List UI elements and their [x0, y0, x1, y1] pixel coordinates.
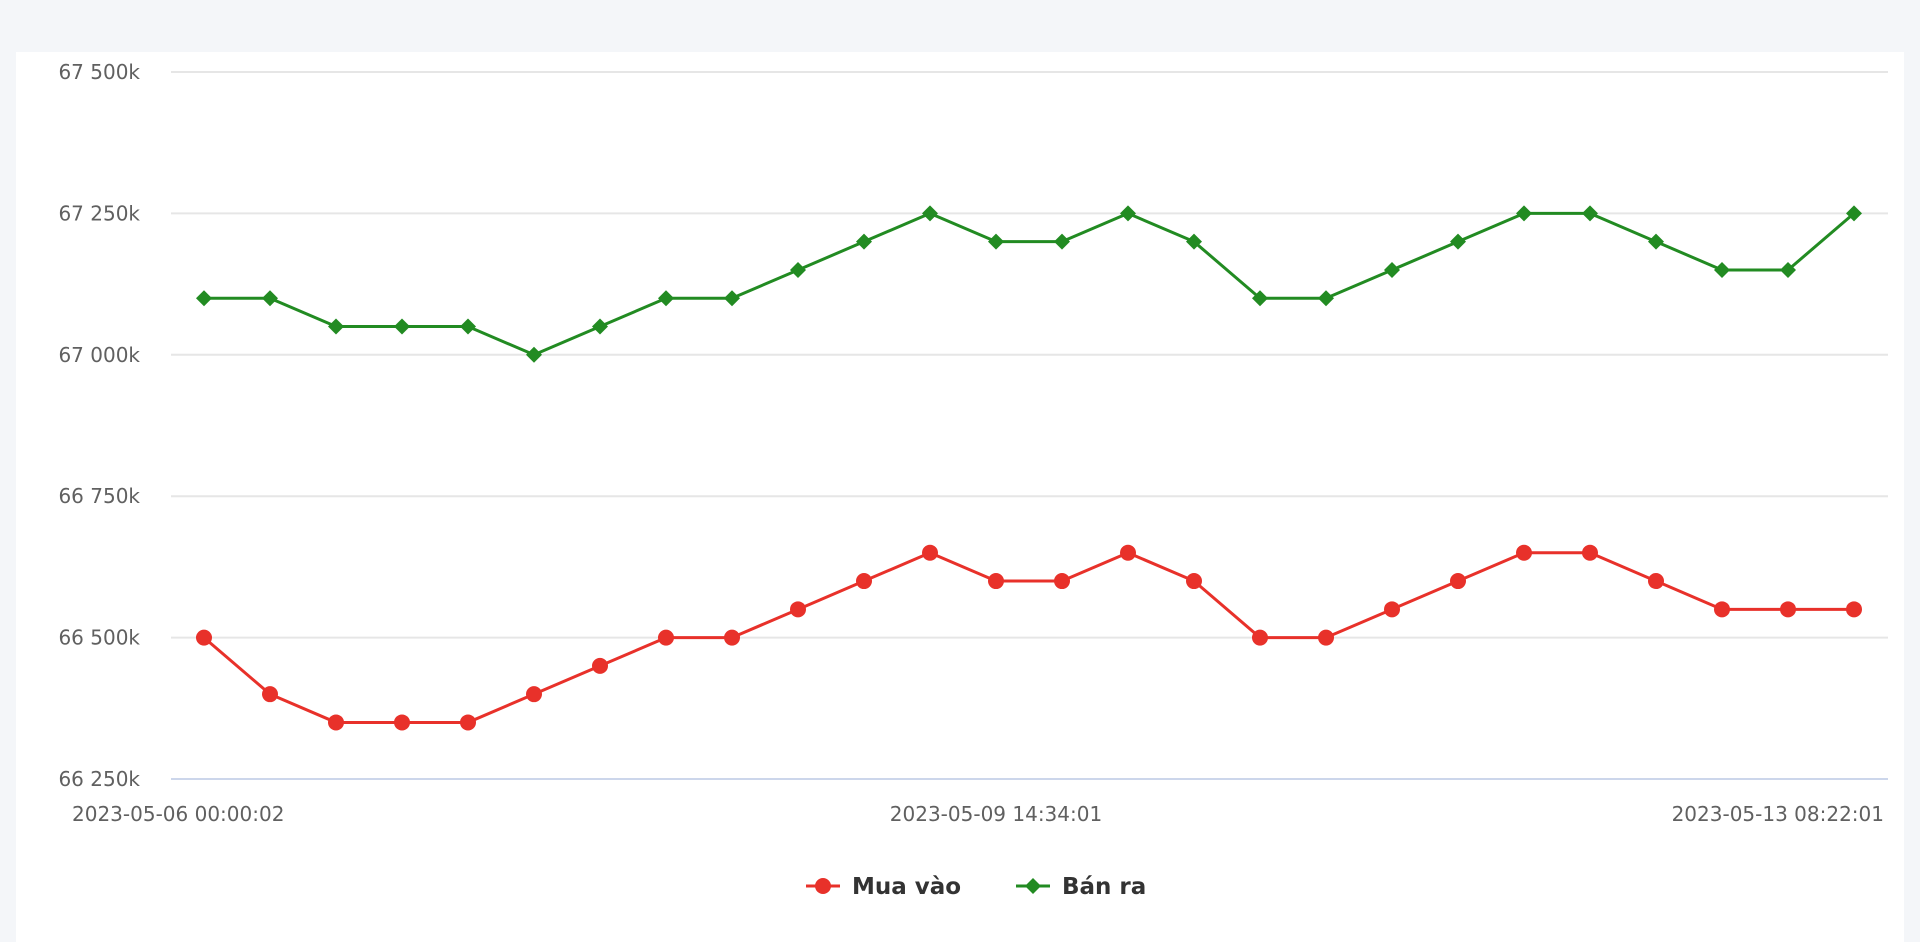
data-point[interactable] — [724, 290, 740, 307]
data-point[interactable] — [1450, 233, 1466, 250]
data-point[interactable] — [592, 657, 608, 674]
y-tick-label: 67 250k — [58, 201, 140, 225]
data-point[interactable] — [724, 629, 740, 646]
y-tick-label: 67 000k — [58, 343, 140, 367]
data-point[interactable] — [1648, 573, 1664, 590]
data-point[interactable] — [1384, 261, 1400, 278]
data-point[interactable] — [1780, 601, 1796, 618]
data-point[interactable] — [856, 573, 872, 590]
data-point[interactable] — [1714, 601, 1730, 618]
data-point[interactable] — [1516, 205, 1532, 222]
data-point[interactable] — [526, 686, 542, 703]
price-chart: 66 250k 66 500k 66 750k 67 000k 67 250k 67 50… — [58, 60, 1888, 900]
data-point[interactable] — [988, 573, 1004, 590]
legend-label: Mua vào — [852, 874, 961, 900]
data-point[interactable] — [1582, 544, 1598, 561]
data-point[interactable] — [988, 233, 1004, 250]
legend-item-1[interactable]: Bán ra — [1016, 874, 1146, 900]
data-point[interactable] — [1120, 205, 1136, 222]
data-point[interactable] — [196, 290, 212, 307]
data-point[interactable] — [1318, 629, 1334, 646]
data-point[interactable] — [1054, 573, 1070, 590]
y-axis-ticks: 66 250k 66 500k 66 750k 67 000k 67 250k 67 50… — [58, 60, 140, 791]
data-point[interactable] — [196, 629, 212, 646]
y-tick-label: 66 500k — [58, 626, 140, 650]
data-point[interactable] — [328, 714, 344, 731]
data-point[interactable] — [658, 629, 674, 646]
legend: Mua vào Bán ra — [806, 874, 1146, 900]
data-point[interactable] — [526, 346, 542, 363]
data-point[interactable] — [1846, 601, 1862, 618]
data-point[interactable] — [1054, 233, 1070, 250]
legend-label: Bán ra — [1062, 874, 1146, 900]
series-0 — [196, 544, 1862, 731]
legend-marker — [1025, 878, 1041, 894]
data-point[interactable] — [1582, 205, 1598, 222]
data-point[interactable] — [262, 686, 278, 703]
data-point[interactable] — [460, 318, 476, 335]
data-point[interactable] — [1186, 233, 1202, 250]
data-point[interactable] — [1846, 205, 1862, 222]
data-point[interactable] — [922, 544, 938, 561]
series-layer — [196, 205, 1862, 731]
data-point[interactable] — [1384, 601, 1400, 618]
x-tick-label: 2023-05-09 14:34:01 — [890, 802, 1102, 826]
grid-lines — [171, 71, 1888, 780]
data-point[interactable] — [922, 205, 938, 222]
data-point[interactable] — [592, 318, 608, 335]
data-point[interactable] — [1252, 629, 1268, 646]
x-axis-ticks: 2023-05-06 00:00:02 2023-05-09 14:34:01 20… — [72, 802, 1884, 826]
y-tick-label: 66 750k — [58, 484, 140, 508]
data-point[interactable] — [328, 318, 344, 335]
data-point[interactable] — [1120, 544, 1136, 561]
data-point[interactable] — [1516, 544, 1532, 561]
legend-marker — [815, 878, 831, 894]
data-point[interactable] — [1450, 573, 1466, 590]
data-point[interactable] — [460, 714, 476, 731]
series-1 — [196, 205, 1862, 363]
x-tick-label: 2023-05-06 00:00:02 — [72, 802, 284, 826]
series-line — [204, 211, 1855, 357]
data-point[interactable] — [1780, 261, 1796, 278]
data-point[interactable] — [1318, 290, 1334, 307]
data-point[interactable] — [1186, 573, 1202, 590]
data-point[interactable] — [262, 290, 278, 307]
data-point[interactable] — [394, 318, 410, 335]
data-point[interactable] — [394, 714, 410, 731]
data-point[interactable] — [1252, 290, 1268, 307]
data-point[interactable] — [856, 233, 872, 250]
chart-card: 66 250k 66 500k 66 750k 67 000k 67 250k 67 50… — [16, 52, 1904, 942]
data-point[interactable] — [658, 290, 674, 307]
legend-item-0[interactable]: Mua vào — [806, 874, 961, 900]
data-point[interactable] — [790, 601, 806, 618]
y-tick-label: 67 500k — [58, 60, 140, 84]
series-line — [203, 551, 1854, 724]
x-tick-label: 2023-05-13 08:22:01 — [1672, 802, 1884, 826]
data-point[interactable] — [1648, 233, 1664, 250]
data-point[interactable] — [790, 261, 806, 278]
data-point[interactable] — [1714, 261, 1730, 278]
y-tick-label: 66 250k — [58, 767, 140, 791]
